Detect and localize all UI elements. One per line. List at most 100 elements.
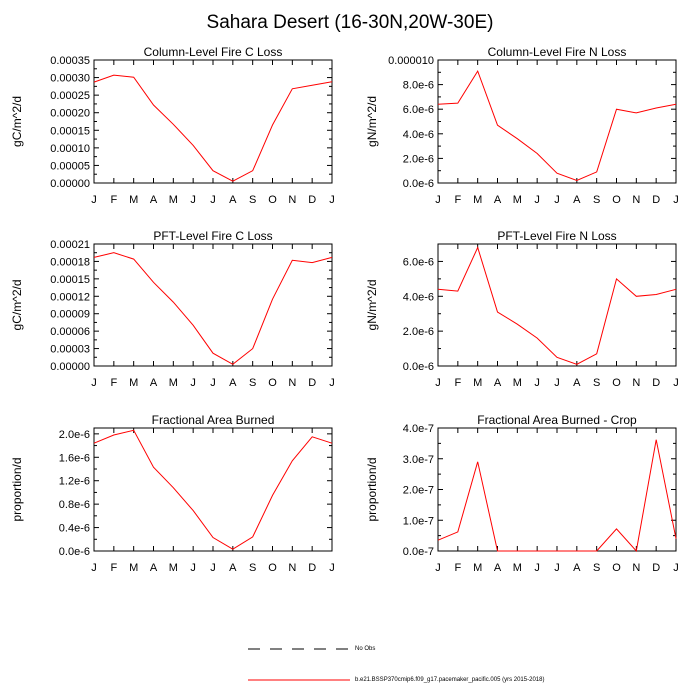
y-axis-label: gN/m^2/d: [365, 280, 379, 331]
x-tick-label: D: [652, 194, 660, 206]
x-tick-label: A: [573, 562, 581, 574]
x-tick-label: F: [454, 377, 461, 389]
x-tick-label: J: [534, 194, 540, 206]
x-tick-label: J: [91, 377, 97, 389]
x-tick-label: N: [632, 562, 640, 574]
x-tick-label: M: [513, 562, 522, 574]
x-tick-label: J: [435, 562, 441, 574]
y-tick-label: 0.0e-6: [59, 546, 90, 558]
y-tick-label: 0.8e-6: [59, 499, 90, 511]
x-tick-label: M: [169, 562, 178, 574]
y-tick-label: 4.0e-7: [403, 423, 434, 435]
x-tick-label: O: [612, 562, 621, 574]
y-axis-label: gC/m^2/d: [10, 96, 24, 147]
chart-panel-6: Fractional Area Burned - Crop 0.0e-7 1.0e-…: [365, 413, 679, 574]
x-tick-label: M: [169, 194, 178, 206]
y-tick-label: 0.000010: [388, 55, 434, 67]
y-tick-label: 2.0e-6: [403, 153, 434, 165]
legend-model-label: b.e21.BSSP370cmip6.f09_g17.pacemaker_pac…: [355, 677, 545, 683]
y-axis-label: gN/m^2/d: [365, 96, 379, 147]
series-line-1: [437, 69, 677, 182]
x-tick-label: J: [554, 194, 560, 206]
chart-panel-5: Fractional Area Burned 0.0e-6 0.4e-6 0.8e-6…: [10, 413, 335, 574]
x-tick-label: S: [249, 194, 256, 206]
series-line-1: [437, 246, 677, 365]
y-tick-label: 2.0e-6: [59, 429, 90, 441]
y-tick-label: 8.0e-6: [403, 80, 434, 92]
x-tick-label: J: [210, 194, 216, 206]
series-line-1: [93, 74, 333, 182]
y-tick-label: 0.00000: [50, 361, 90, 373]
x-tick-label: A: [494, 194, 502, 206]
x-tick-label: D: [652, 377, 660, 389]
x-tick-label: O: [612, 194, 621, 206]
y-axis-label: proportion/d: [365, 457, 379, 521]
x-tick-label: J: [673, 562, 679, 574]
y-tick-label: 0.00015: [50, 125, 90, 137]
y-tick-label: 2.0e-7: [403, 485, 434, 497]
x-tick-label: M: [129, 377, 138, 389]
y-tick-label: 0.00003: [50, 344, 90, 356]
chart-panel-2: Column-Level Fire N Loss 0.0e-6 2.0e-6 4.0e…: [365, 45, 679, 206]
x-tick-label: J: [329, 194, 335, 206]
y-tick-label: 0.00010: [50, 143, 90, 155]
y-tick-label: 0.00015: [50, 274, 90, 286]
x-tick-label: A: [150, 562, 158, 574]
x-tick-label: J: [554, 562, 560, 574]
plot-frame: [437, 243, 677, 367]
y-tick-label: 6.0e-6: [403, 104, 434, 116]
x-tick-label: M: [129, 194, 138, 206]
x-tick-label: J: [210, 377, 216, 389]
x-tick-label: J: [673, 377, 679, 389]
y-tick-label: 4.0e-6: [403, 291, 434, 303]
y-tick-label: 0.00018: [50, 256, 90, 268]
x-tick-label: J: [91, 194, 97, 206]
figure-title: Sahara Desert (16-30N,20W-30E): [206, 12, 494, 33]
x-tick-label: M: [473, 194, 482, 206]
x-tick-label: J: [329, 562, 335, 574]
x-tick-label: M: [129, 562, 138, 574]
y-tick-label: 0.00030: [50, 73, 90, 85]
plot-frame: [93, 427, 333, 552]
y-tick-label: 1.2e-6: [59, 476, 90, 488]
series-line-1: [93, 429, 333, 550]
x-tick-label: D: [308, 377, 316, 389]
x-tick-label: J: [190, 562, 196, 574]
panel-title: Column-Level Fire C Loss: [144, 45, 283, 59]
series-line-1: [437, 439, 677, 553]
x-tick-label: J: [91, 562, 97, 574]
y-tick-label: 0.00025: [50, 90, 90, 102]
x-tick-label: A: [494, 377, 502, 389]
panel-title: PFT-Level Fire C Loss: [153, 229, 272, 243]
y-tick-label: 0.0e-6: [403, 178, 434, 190]
x-tick-label: A: [150, 377, 158, 389]
y-tick-label: 0.00000: [50, 178, 90, 190]
x-tick-label: S: [593, 377, 600, 389]
x-tick-label: J: [554, 377, 560, 389]
y-tick-label: 1.0e-7: [403, 515, 434, 527]
x-tick-label: J: [190, 377, 196, 389]
x-tick-label: A: [150, 194, 158, 206]
x-tick-label: M: [513, 377, 522, 389]
panel-title: Fractional Area Burned - Crop: [477, 413, 637, 427]
y-tick-label: 0.00009: [50, 309, 90, 321]
x-tick-label: O: [268, 377, 277, 389]
x-tick-label: M: [513, 194, 522, 206]
x-tick-label: S: [593, 562, 600, 574]
x-tick-label: N: [288, 377, 296, 389]
y-tick-label: 0.00006: [50, 326, 90, 338]
x-tick-label: S: [249, 562, 256, 574]
plot-frame: [93, 59, 333, 184]
x-tick-label: S: [249, 377, 256, 389]
y-tick-label: 0.0e-7: [403, 546, 434, 558]
y-axis-label: proportion/d: [10, 457, 24, 521]
y-tick-label: 0.00012: [50, 291, 90, 303]
y-axis-label: gC/m^2/d: [10, 280, 24, 331]
x-tick-label: F: [110, 377, 117, 389]
y-tick-label: 2.0e-6: [403, 326, 434, 338]
chart-panel-1: Column-Level Fire C Loss 0.00000 0.00005 0.…: [10, 45, 335, 206]
x-tick-label: N: [632, 377, 640, 389]
x-tick-label: F: [454, 562, 461, 574]
y-tick-label: 0.0e-6: [403, 361, 434, 373]
x-tick-label: N: [288, 194, 296, 206]
